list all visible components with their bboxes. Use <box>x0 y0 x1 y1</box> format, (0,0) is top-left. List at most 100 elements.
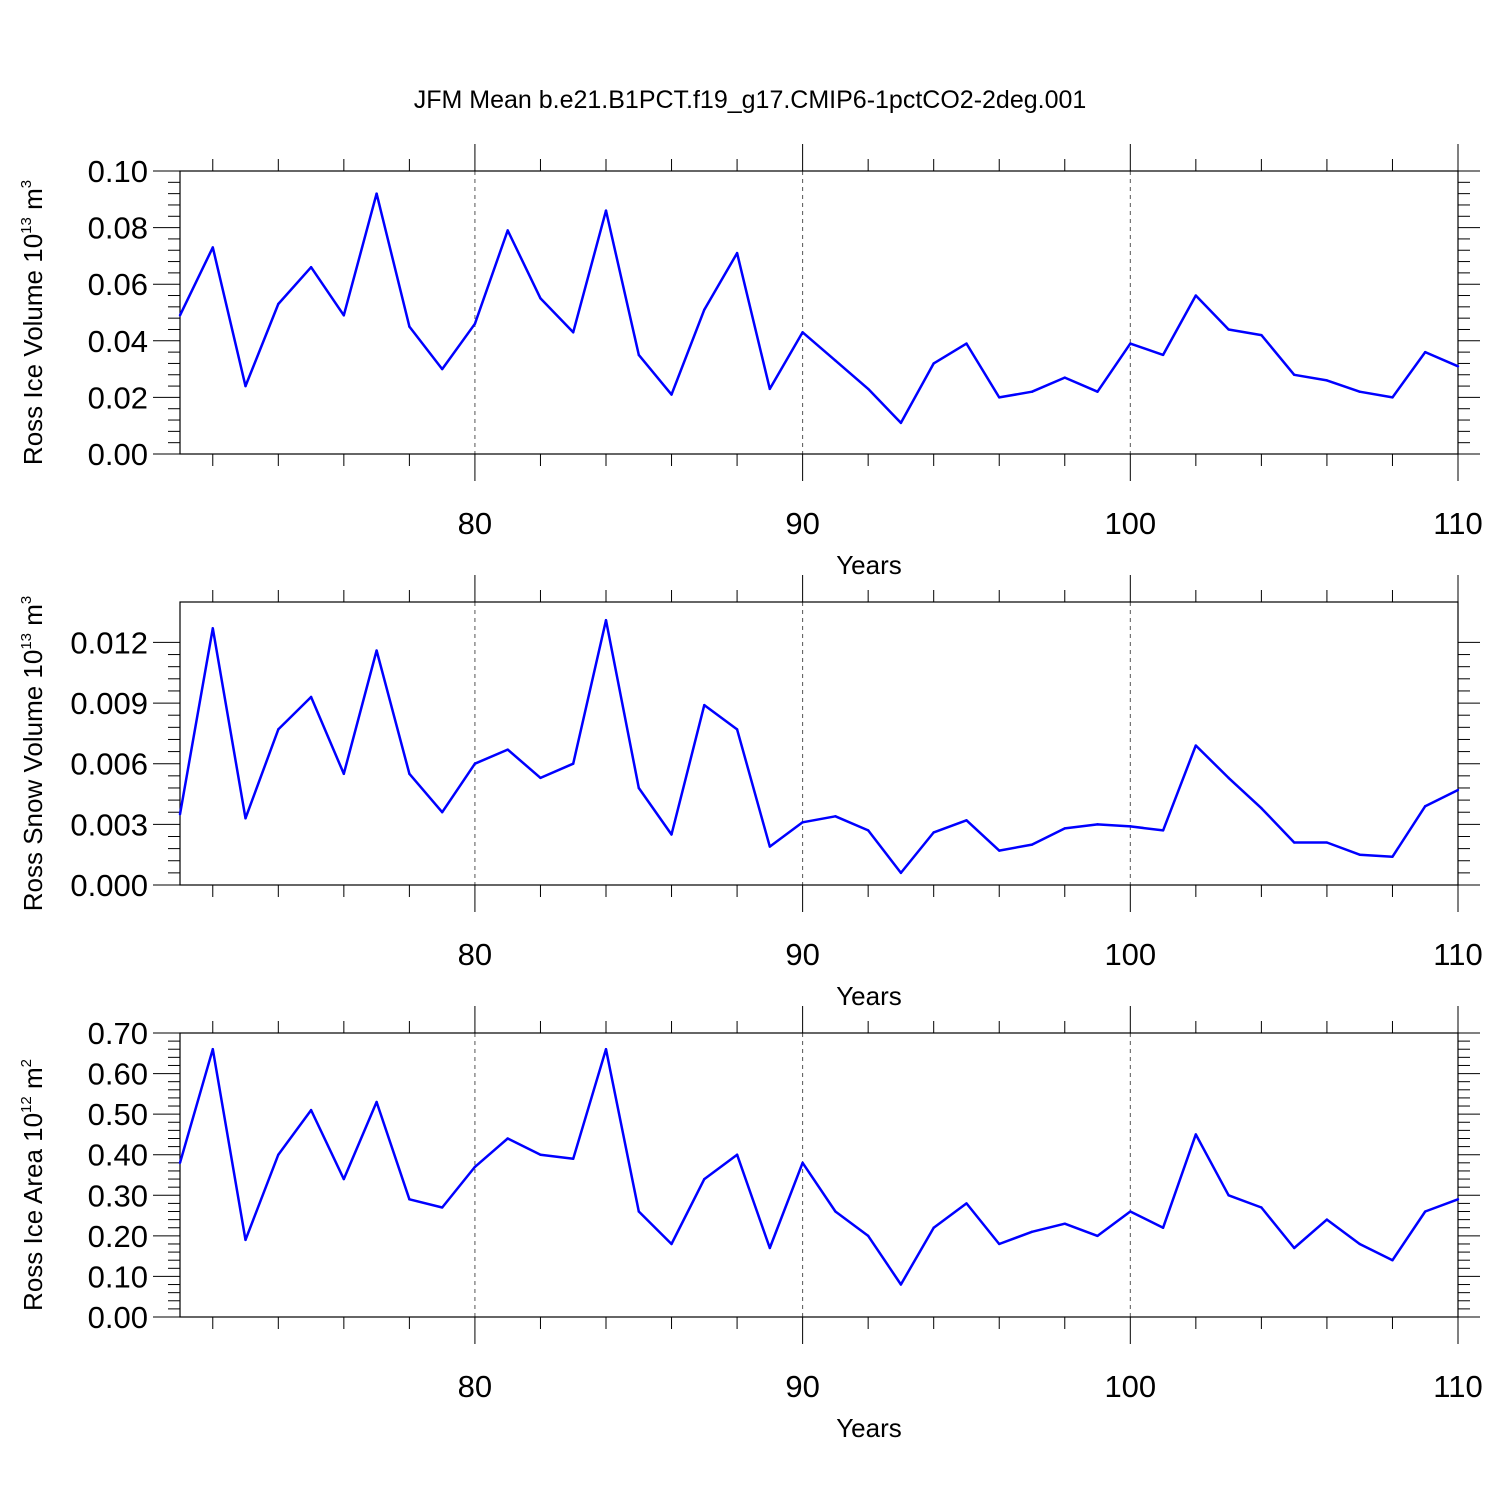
x-tick-label: 80 <box>458 937 492 972</box>
data-point <box>408 772 411 776</box>
data-point <box>473 322 477 326</box>
data-point <box>1129 342 1132 345</box>
plot-frame <box>179 601 1459 886</box>
data-point <box>1161 1226 1165 1229</box>
y-axis-label-exponent: 13 <box>18 633 35 650</box>
data-point <box>1260 806 1263 810</box>
data-point <box>473 762 477 765</box>
y-tick-label: 0.012 <box>70 625 148 660</box>
y-tick-label: 0.30 <box>88 1178 148 1213</box>
x-tick-label: 100 <box>1104 506 1156 541</box>
data-point <box>211 246 214 249</box>
data-point <box>735 251 739 255</box>
data-point <box>572 331 575 334</box>
x-tick-label: 110 <box>1433 1369 1482 1404</box>
data-point <box>1030 390 1034 393</box>
y-tick-label: 0.20 <box>88 1219 148 1254</box>
data-point <box>309 266 313 269</box>
plot-frame <box>179 1032 1459 1318</box>
y-axis-label: Ross Ice Area 1012 m2 <box>18 1059 48 1311</box>
y-axis-label-unit: m <box>18 604 48 633</box>
y-tick-label: 0.60 <box>88 1057 148 1092</box>
data-point <box>1129 825 1132 828</box>
y-tick-label: 0.00 <box>88 1300 148 1335</box>
x-tick-label: 100 <box>1104 1369 1156 1404</box>
data-point <box>866 387 870 391</box>
data-point <box>244 384 247 388</box>
y-axis-label-main: Ross Ice Area 10 <box>18 1113 48 1311</box>
chart-panel-3: 0.00 0.10 0.20 0.30 0.40 0.50 0.60 0.70 80 90 100 1… <box>18 1006 1483 1443</box>
data-point <box>1161 829 1165 832</box>
data-point <box>604 209 608 212</box>
data-point <box>735 728 739 731</box>
data-point <box>1456 1198 1460 1201</box>
series-line <box>178 618 1459 875</box>
y-axis-label-unit: m <box>18 188 48 217</box>
y-axis-label-exponent: 13 <box>18 217 35 234</box>
data-point <box>1424 350 1427 354</box>
data-point <box>1391 1259 1394 1262</box>
data-point <box>342 314 346 317</box>
data-point <box>539 776 542 780</box>
data-point <box>1129 1210 1132 1213</box>
data-point <box>1227 328 1230 331</box>
data-point <box>1161 353 1165 357</box>
data-point <box>801 331 804 334</box>
data-point <box>768 387 772 391</box>
y-tick-label: 0.10 <box>88 1259 148 1294</box>
x-tick-label: 110 <box>1433 937 1482 972</box>
data-point <box>604 1048 608 1051</box>
data-point <box>768 1246 772 1250</box>
data-point <box>1391 396 1394 399</box>
data-point <box>866 829 870 832</box>
data-point <box>572 1157 575 1160</box>
x-axis-label: Years <box>836 550 902 580</box>
data-point <box>1424 804 1427 808</box>
y-axis-label-unit-exponent: 3 <box>18 180 35 188</box>
y-tick-label: 0.06 <box>88 267 148 302</box>
y-tick-label: 0.08 <box>88 211 148 246</box>
data-point <box>1227 1194 1230 1197</box>
chart-panels: 0.00 0.02 0.04 0.06 0.08 0.10 80 90 100 110 Years R… <box>18 144 1483 1443</box>
data-point <box>1456 365 1460 368</box>
chart-panel-1: 0.00 0.02 0.04 0.06 0.08 0.10 80 90 100 110 Years R… <box>18 144 1483 580</box>
y-tick-label: 0.04 <box>88 324 148 359</box>
data-point <box>1063 1222 1066 1225</box>
data-point <box>1030 843 1034 846</box>
data-point <box>473 1165 477 1169</box>
data-point <box>375 649 378 652</box>
data-point <box>1096 823 1099 826</box>
y-tick-label: 0.70 <box>88 1016 148 1051</box>
data-point <box>211 627 214 630</box>
data-point <box>998 1242 1001 1246</box>
data-point <box>572 762 575 765</box>
y-axis-label-unit: m <box>18 1067 48 1096</box>
data-point <box>1456 788 1460 792</box>
figure-title: JFM Mean b.e21.B1PCT.f19_g17.CMIP6-1pctC… <box>414 86 1087 114</box>
data-point <box>866 1234 870 1238</box>
data-point <box>244 817 247 820</box>
data-point <box>703 308 706 311</box>
data-point <box>637 1210 640 1213</box>
data-point <box>801 821 804 824</box>
data-point <box>539 297 542 300</box>
data-point <box>801 1161 804 1165</box>
data-point <box>670 1242 673 1246</box>
y-tick-label: 0.10 <box>88 154 148 189</box>
data-point <box>342 772 346 776</box>
y-axis-label-unit-exponent: 3 <box>18 596 35 604</box>
x-axis-label: Years <box>836 1413 902 1443</box>
data-point <box>1292 1246 1296 1250</box>
data-point <box>178 1161 182 1165</box>
data-point <box>637 786 640 790</box>
data-point <box>1358 853 1361 856</box>
data-point <box>703 703 706 707</box>
data-point <box>998 849 1001 852</box>
x-tick-label: 80 <box>458 506 492 541</box>
y-axis-label-exponent: 12 <box>18 1096 35 1113</box>
x-tick-label: 90 <box>785 937 819 972</box>
data-point <box>1391 855 1394 858</box>
y-axis-label-main: Ross Ice Volume 10 <box>18 234 48 465</box>
data-point <box>1424 1210 1427 1213</box>
